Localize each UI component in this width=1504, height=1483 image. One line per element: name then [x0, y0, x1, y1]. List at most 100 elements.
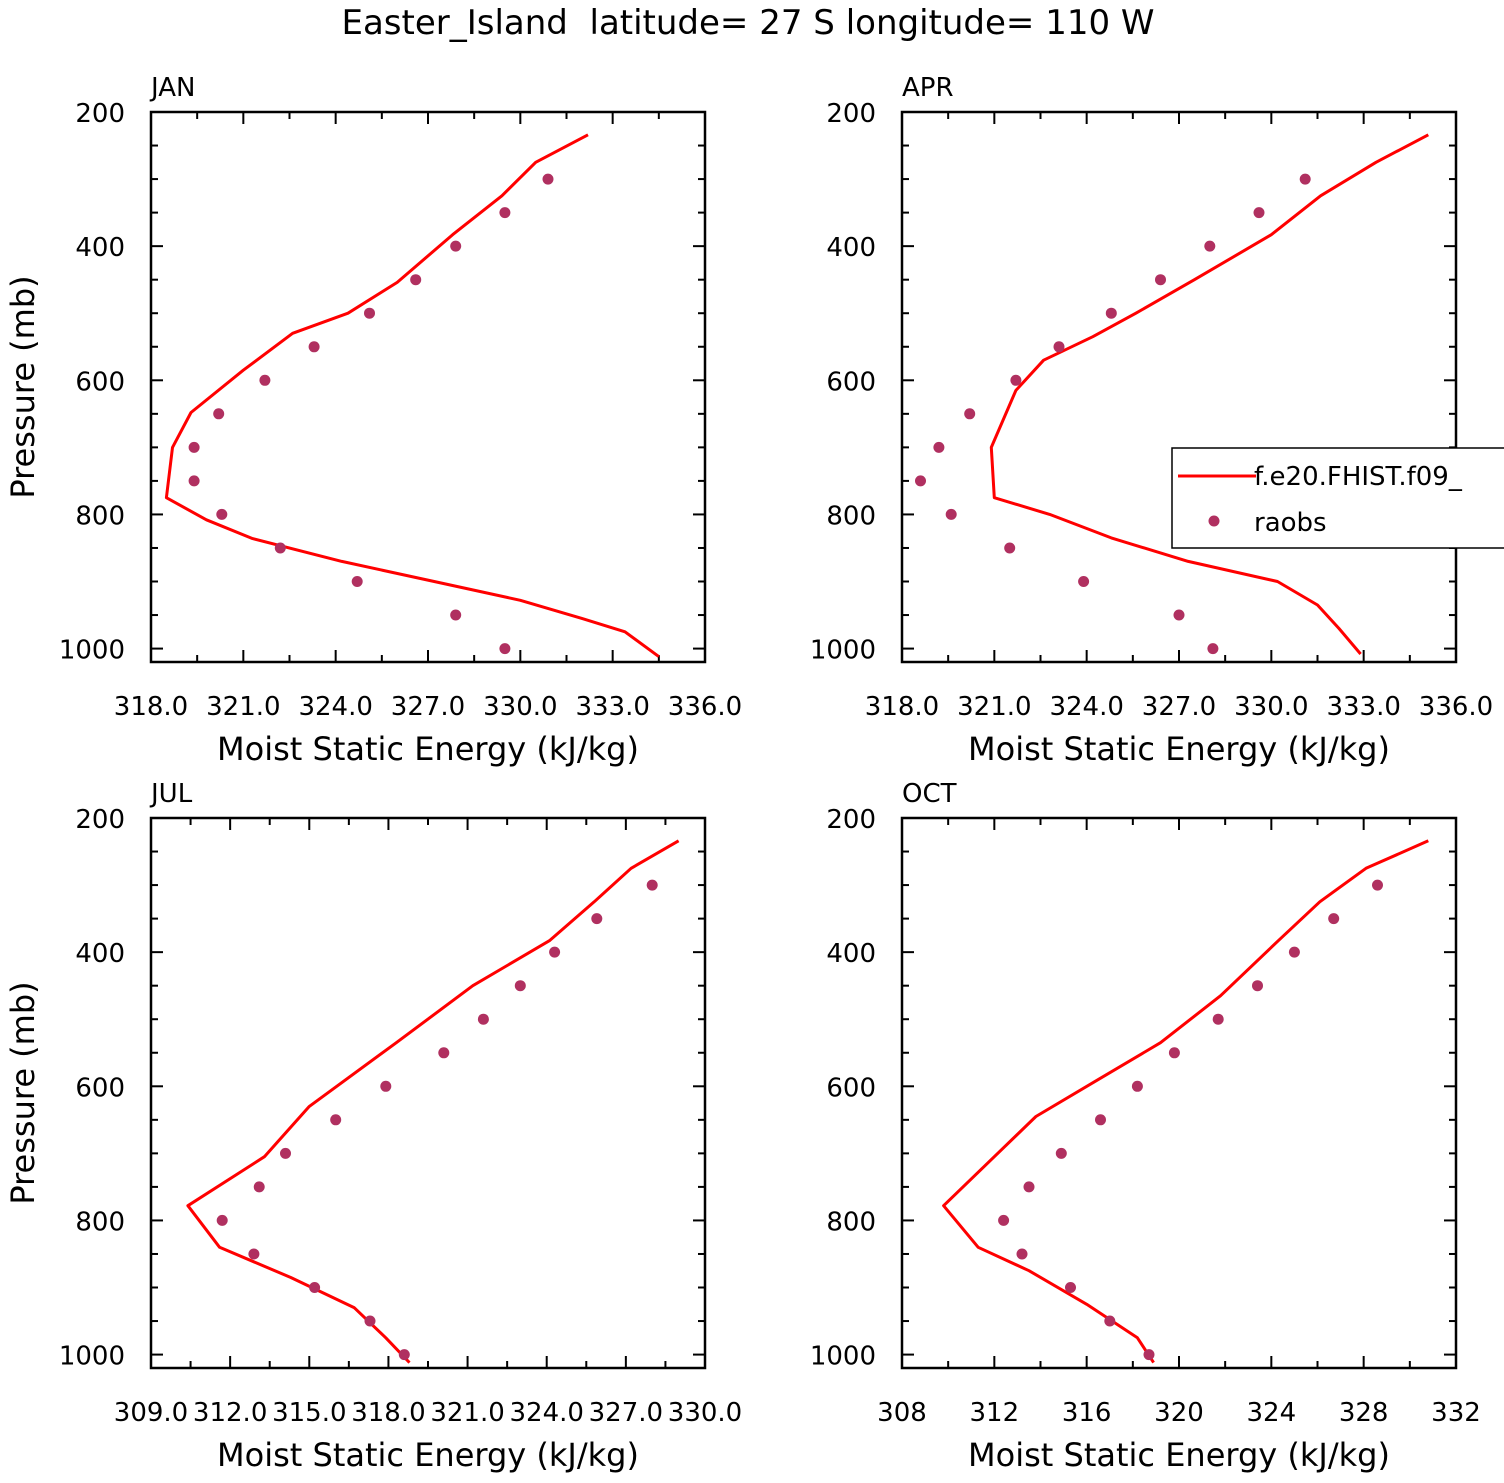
raobs-point — [646, 879, 658, 891]
y-tick-label: 600 — [75, 1073, 125, 1103]
raobs-point — [1023, 1181, 1035, 1193]
y-tick-label: 600 — [826, 1073, 876, 1103]
x-axis-label: Moist Static Energy (kJ/kg) — [217, 1436, 639, 1474]
raobs-point — [1004, 542, 1016, 554]
x-tick-label: 333.0 — [575, 692, 649, 722]
model-series-line — [164, 133, 660, 658]
panel-apr: APR 200 400 600 800 1000 318.0 321.0 324.0 327.0 3… — [810, 73, 1493, 768]
raobs-point — [477, 1013, 489, 1025]
y-tick-label: 800 — [75, 501, 125, 531]
raobs-point — [1104, 1315, 1116, 1327]
raobs-point — [1299, 173, 1311, 185]
raobs-point — [259, 374, 271, 386]
y-tick-label: 1000 — [810, 1342, 876, 1372]
raobs-point — [1078, 576, 1090, 587]
raobs-point — [274, 542, 286, 554]
y-tick-label: 1000 — [59, 636, 125, 666]
x-tick-label: 315.0 — [272, 1398, 346, 1428]
raobs-point — [280, 1147, 291, 1159]
x-tick-label: 321.0 — [957, 692, 1031, 722]
raobs-point — [933, 441, 945, 453]
raobs-point — [308, 341, 320, 353]
raobs-point — [1372, 879, 1383, 891]
y-axis-label: Pressure (mb) — [4, 981, 42, 1204]
raobs-point — [438, 1047, 450, 1059]
y-tick-label: 1000 — [810, 636, 876, 666]
legend-obs-label: raobs — [1254, 508, 1327, 538]
raobs-point — [216, 1214, 228, 1226]
raobs-point — [216, 508, 228, 520]
raobs-point — [351, 576, 363, 587]
x-tick-label: 336.0 — [1419, 692, 1493, 722]
x-tick-label: 318.0 — [114, 692, 188, 722]
x-tick-label: 318.0 — [351, 1398, 425, 1428]
raobs-point — [1204, 240, 1216, 252]
legend-box — [1171, 447, 1504, 549]
raobs-point — [364, 1315, 376, 1327]
x-tick-label: 321.0 — [430, 1398, 504, 1428]
raobs-point — [1168, 1047, 1180, 1059]
y-tick-label: 800 — [826, 1207, 876, 1237]
y-axis-label: Pressure (mb) — [4, 275, 42, 498]
raobs-point — [549, 946, 561, 958]
x-tick-label: 324.0 — [298, 692, 372, 722]
raobs-point — [1253, 207, 1265, 219]
raobs-point — [964, 408, 976, 420]
raobs-point — [253, 1181, 265, 1193]
x-tick-label: 324.0 — [509, 1398, 583, 1428]
y-tick-label: 400 — [75, 233, 125, 263]
raobs-point — [1155, 274, 1166, 286]
raobs-point — [1095, 1114, 1106, 1126]
x-tick-label: 327.0 — [589, 1398, 663, 1428]
y-tick-label: 400 — [826, 939, 876, 969]
x-tick-label: 330.0 — [483, 692, 557, 722]
raobs-point — [188, 441, 200, 453]
raobs-point — [1212, 1013, 1224, 1025]
raobs-point — [1065, 1282, 1076, 1293]
legend-model-label: f.e20.FHIST.f09_ — [1254, 462, 1463, 492]
y-tick-label: 200 — [75, 99, 125, 129]
y-tick-label: 1000 — [59, 1342, 125, 1372]
x-tick-label: 328 — [1339, 1398, 1389, 1428]
raobs-point — [1252, 980, 1263, 992]
x-tick-label: 309.0 — [114, 1398, 188, 1428]
raobs-point — [1207, 643, 1219, 655]
raobs-point — [380, 1080, 392, 1092]
raobs-point — [450, 609, 462, 621]
raobs-point — [1131, 1080, 1143, 1092]
x-tick-label: 321.0 — [206, 692, 280, 722]
raobs-point — [213, 408, 225, 420]
plot-frame — [149, 816, 707, 1370]
x-tick-label: 327.0 — [391, 692, 465, 722]
x-tick-label: 320 — [1154, 1398, 1204, 1428]
raobs-point — [330, 1114, 342, 1126]
panel-label: OCT — [902, 779, 957, 809]
raobs-point — [1173, 609, 1185, 621]
y-tick-label: 800 — [826, 501, 876, 531]
raobs-point — [542, 173, 554, 185]
legend-obs-swatch — [1208, 515, 1220, 527]
raobs-point — [364, 307, 375, 319]
raobs-point — [1328, 913, 1340, 925]
raobs-point — [499, 207, 511, 219]
x-tick-label: 312.0 — [193, 1398, 267, 1428]
panel-label: JAN — [149, 73, 195, 103]
raobs-point — [1055, 1147, 1067, 1159]
raobs-point — [398, 1349, 410, 1361]
x-tick-label: 318.0 — [865, 692, 939, 722]
y-tick-label: 600 — [826, 367, 876, 397]
raobs-point — [499, 643, 511, 655]
panel-label: JUL — [149, 779, 193, 809]
raobs-point — [1143, 1349, 1155, 1361]
figure-title: Easter_Island latitude= 27 S longitude= … — [341, 3, 1154, 43]
model-series-line — [186, 839, 680, 1364]
raobs-point — [1105, 307, 1117, 319]
x-axis-label: Moist Static Energy (kJ/kg) — [217, 730, 639, 768]
x-tick-label: 308 — [877, 1398, 927, 1428]
x-tick-label: 312 — [970, 1398, 1020, 1428]
raobs-point — [188, 475, 200, 487]
x-axis-label: Moist Static Energy (kJ/kg) — [968, 1436, 1390, 1474]
